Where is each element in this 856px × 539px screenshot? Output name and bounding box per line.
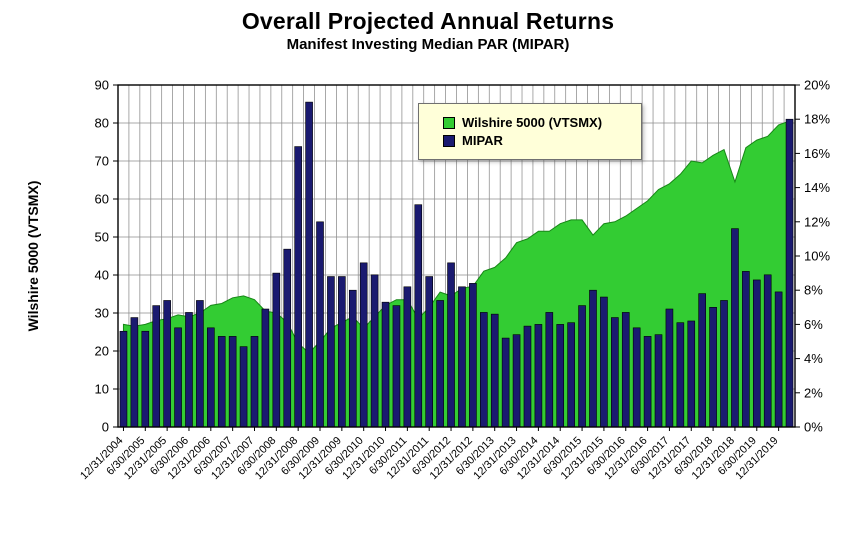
mipar-bar	[414, 204, 423, 428]
left-axis-tick-label: 90	[95, 78, 109, 93]
wilshire-swatch-icon	[443, 116, 455, 129]
mipar-bar	[272, 272, 281, 428]
mipar-bar	[305, 101, 313, 428]
mipar-bar	[709, 307, 717, 428]
chart-subtitle: Manifest Investing Median PAR (MIPAR)	[286, 36, 570, 53]
mipar-bar	[152, 305, 161, 428]
left-axis-tick-label: 50	[95, 230, 109, 245]
chart-area: 0 10 20 30 40 50 60 70 80 90 0% 2% 4% 6% 8% 10% 12% 14% 16…	[0, 57, 856, 535]
mipar-bar	[403, 286, 412, 428]
mipar-bar	[611, 317, 619, 428]
title-block: Overall Projected Annual Returns Manifes…	[0, 0, 856, 54]
mipar-bar	[578, 305, 586, 428]
left-axis-labels: 0 10 20 30 40 50 60 70 80 90	[95, 78, 118, 435]
mipar-bar	[643, 336, 652, 428]
mipar-bar	[327, 276, 335, 428]
right-axis-tick-label: 12%	[804, 214, 830, 229]
mipar-bar	[250, 336, 259, 428]
mipar-bar	[752, 279, 761, 428]
mipar-bar	[698, 293, 706, 428]
right-axis-tick-label: 6%	[804, 317, 823, 332]
mipar-bar	[316, 221, 324, 428]
mipar-bar	[141, 330, 150, 428]
left-axis-tick-label: 80	[95, 116, 109, 131]
mipar-bar	[469, 283, 477, 428]
right-axis-tick-label: 8%	[804, 283, 823, 298]
right-axis-tick-label: 2%	[804, 385, 823, 400]
left-axis-tick-label: 70	[95, 154, 109, 169]
mipar-bar	[119, 330, 128, 428]
mipar-bar	[687, 320, 696, 428]
mipar-bar	[545, 312, 554, 428]
right-axis-tick-label: 10%	[804, 249, 830, 264]
mipar-bar	[370, 274, 379, 428]
mipar-bar	[348, 289, 357, 428]
mipar-bar	[731, 228, 739, 428]
right-axis-tick-label: 16%	[804, 146, 830, 161]
mipar-bar	[228, 336, 237, 428]
mipar-bar	[338, 276, 346, 428]
left-axis-tick-label: 30	[95, 306, 109, 321]
legend: Wilshire 5000 (VTSMX) MIPAR	[418, 103, 642, 160]
right-axis-tick-label: 14%	[804, 180, 830, 195]
mipar-bar	[392, 305, 401, 428]
mipar-bar	[600, 296, 608, 428]
mipar-swatch-icon	[443, 134, 455, 147]
mipar-bar	[185, 312, 193, 428]
mipar-bar	[490, 313, 499, 428]
mipar-bar	[381, 301, 390, 428]
mipar-bar	[654, 334, 663, 428]
left-axis-tick-label: 0	[102, 420, 109, 435]
x-axis-labels: 12/31/20046/30/200512/31/20056/30/200612…	[78, 427, 781, 482]
mipar-bar	[130, 317, 139, 428]
mipar-bar	[632, 327, 641, 428]
mipar-bar	[217, 336, 226, 428]
mipar-bar	[425, 276, 434, 428]
left-axis-tick-label: 10	[95, 382, 109, 397]
mipar-bar	[785, 118, 794, 428]
mipar-bar	[621, 312, 630, 428]
chart-title: Overall Projected Annual Returns	[241, 8, 615, 34]
left-axis-title: Wilshire 5000 (VTSMX)	[25, 181, 41, 332]
right-axis-tick-label: 0%	[804, 420, 823, 435]
right-axis-tick-label: 4%	[804, 351, 823, 366]
left-axis-tick-label: 40	[95, 268, 109, 283]
mipar-bar	[512, 334, 521, 428]
mipar-bar	[763, 274, 772, 428]
right-axis-tick-label: 18%	[804, 112, 830, 127]
mipar-bar	[676, 322, 685, 428]
mipar-bar	[534, 324, 543, 428]
mipar-bar	[665, 308, 674, 428]
mipar-bar	[458, 286, 466, 428]
mipar-bar	[294, 146, 302, 428]
mipar-bar	[283, 248, 292, 428]
mipar-bar	[207, 327, 215, 428]
legend-item-mipar: MIPAR	[443, 133, 631, 148]
mipar-bar	[436, 300, 444, 428]
left-axis-tick-label: 20	[95, 344, 109, 359]
legend-label-mipar: MIPAR	[462, 133, 503, 148]
mipar-bar	[523, 325, 532, 428]
right-axis-labels: 0% 2% 4% 6% 8% 10% 12% 14% 16% 18% 20%	[795, 78, 830, 435]
mipar-bar	[239, 346, 248, 428]
left-axis-tick-label: 60	[95, 192, 109, 207]
mipar-bar	[774, 291, 783, 428]
mipar-bar	[479, 312, 488, 428]
mipar-bar	[589, 289, 597, 428]
mipar-bar	[447, 262, 455, 428]
right-axis-tick-label: 20%	[804, 78, 830, 93]
mipar-bar	[556, 324, 565, 428]
mipar-bar	[501, 337, 510, 428]
mipar-bar	[261, 308, 270, 428]
mipar-bar	[163, 300, 171, 428]
legend-label-wilshire: Wilshire 5000 (VTSMX)	[462, 115, 603, 130]
mipar-bar	[174, 327, 182, 428]
mipar-bar	[742, 271, 750, 428]
mipar-bar	[196, 300, 204, 428]
mipar-bar	[720, 300, 728, 428]
mipar-bar	[567, 322, 575, 428]
mipar-bar	[359, 262, 368, 428]
legend-item-wilshire: Wilshire 5000 (VTSMX)	[443, 115, 631, 130]
